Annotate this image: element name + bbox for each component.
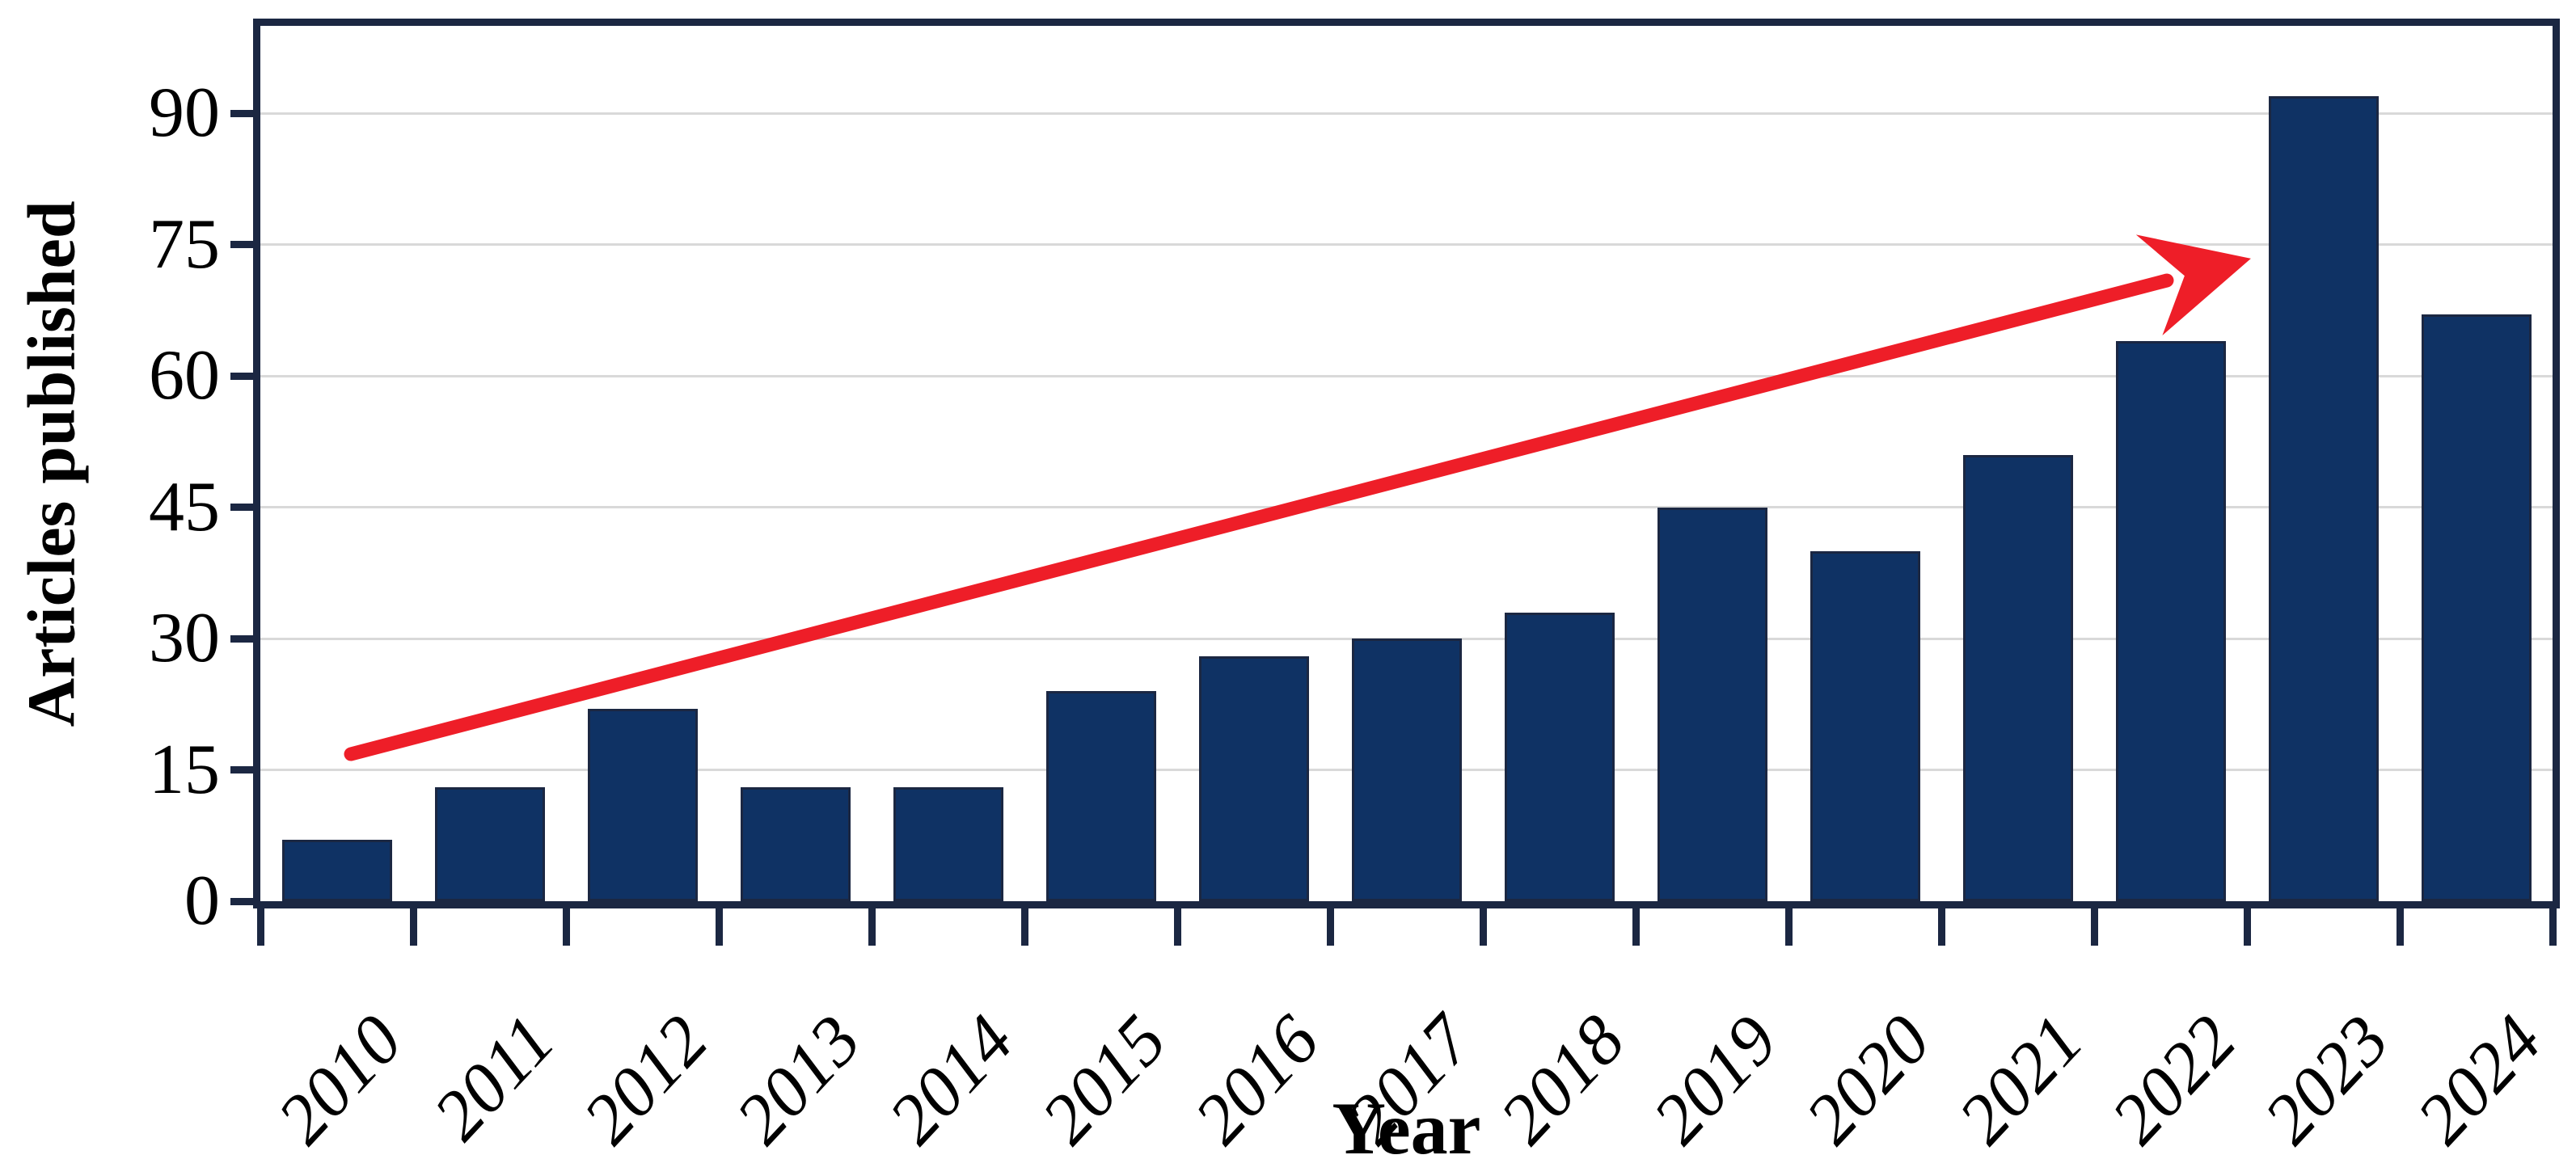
x-tick-3: [715, 908, 723, 946]
x-tick-label-2020: 2020: [1790, 1001, 1945, 1159]
bar-2013: [740, 787, 851, 901]
bar-2021: [1962, 454, 2073, 901]
x-tick-0: [256, 908, 264, 946]
x-tick-label-2011: 2011: [419, 1001, 570, 1155]
x-tick-9: [1632, 908, 1640, 946]
x-tick-13: [2243, 908, 2251, 946]
bar-2020: [1810, 550, 1920, 901]
x-tick-1: [409, 908, 417, 946]
x-tick-label-2013: 2013: [720, 1001, 876, 1159]
gridline-75: [260, 243, 2553, 247]
gridline-90: [260, 112, 2553, 115]
x-tick-11: [1937, 908, 1945, 946]
bar-2014: [893, 787, 1003, 901]
y-tick-0: [230, 897, 260, 905]
y-tick-label-60: 60: [149, 336, 220, 415]
x-tick-5: [1020, 908, 1028, 946]
bar-2023: [2268, 95, 2379, 901]
bar-2018: [1504, 612, 1615, 901]
bar-2019: [1657, 507, 1767, 901]
bar-2015: [1045, 691, 1156, 901]
x-tick-label-2010: 2010: [262, 1001, 417, 1159]
y-tick-60: [230, 372, 260, 380]
y-tick-label-75: 75: [149, 204, 220, 284]
bar-2012: [587, 708, 698, 901]
x-tick-6: [1173, 908, 1181, 946]
bar-2011: [434, 787, 545, 901]
y-tick-label-45: 45: [149, 467, 220, 546]
bar-2024: [2421, 314, 2532, 901]
x-tick-14: [2396, 908, 2404, 946]
y-tick-15: [230, 766, 260, 774]
x-tick-7: [1326, 908, 1334, 946]
x-tick-label-2024: 2024: [2401, 1001, 2557, 1159]
x-tick-8: [1479, 908, 1487, 946]
x-tick-label-2016: 2016: [1179, 1001, 1334, 1159]
x-tick-2: [562, 908, 570, 946]
y-tick-30: [230, 634, 260, 643]
x-tick-label-2012: 2012: [568, 1001, 723, 1159]
x-tick-label-2022: 2022: [2096, 1001, 2251, 1159]
y-tick-label-0: 0: [184, 862, 220, 940]
y-tick-label-30: 30: [149, 599, 220, 678]
x-tick-label-2015: 2015: [1026, 1001, 1181, 1159]
bar-2016: [1198, 655, 1309, 901]
y-tick-45: [230, 504, 260, 512]
bar-2017: [1351, 639, 1462, 901]
y-tick-75: [230, 241, 260, 249]
y-tick-label-15: 15: [149, 730, 220, 809]
x-tick-label-2021: 2021: [1943, 1001, 2098, 1159]
x-tick-10: [1784, 908, 1793, 946]
x-tick-12: [2090, 908, 2098, 946]
x-axis-title: Year: [1332, 1087, 1481, 1170]
x-tick-label-2019: 2019: [1637, 1001, 1793, 1159]
x-tick-4: [868, 908, 876, 946]
x-tick-label-2014: 2014: [873, 1001, 1028, 1159]
bar-2010: [281, 840, 392, 901]
y-tick-label-90: 90: [149, 74, 220, 153]
x-tick-label-2023: 2023: [2249, 1001, 2404, 1159]
bar-2022: [2115, 340, 2226, 901]
y-tick-90: [230, 109, 260, 117]
x-tick-label-2018: 2018: [1484, 1001, 1640, 1159]
x-tick-15: [2549, 908, 2557, 946]
